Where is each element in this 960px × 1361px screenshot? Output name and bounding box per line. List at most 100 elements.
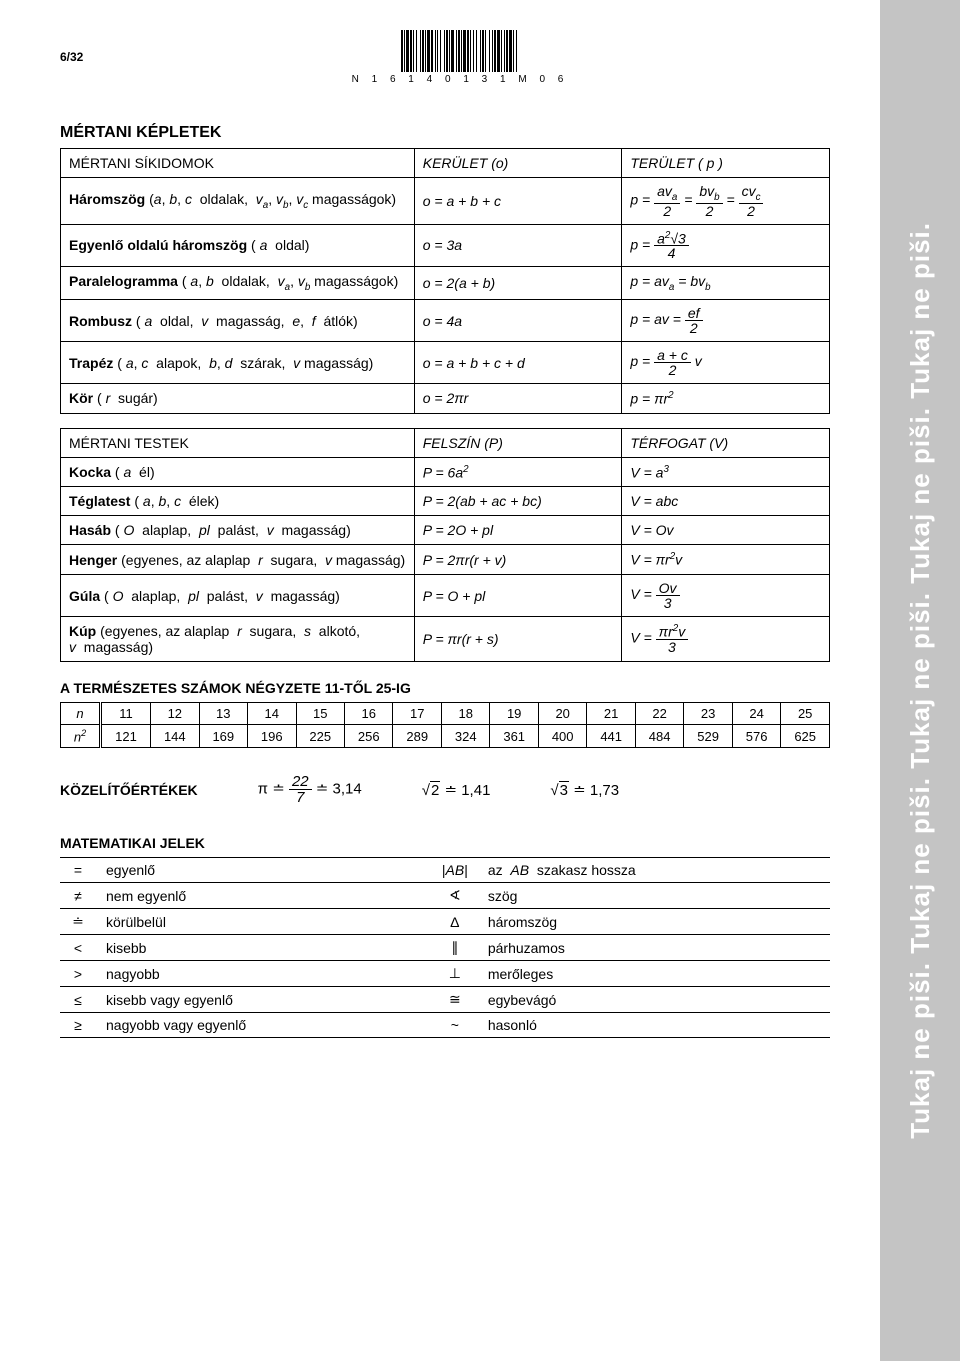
symbol-glyph: ⊥ bbox=[432, 961, 478, 987]
squares-n-cell: 21 bbox=[587, 703, 635, 725]
squares-label-n: n bbox=[61, 703, 101, 725]
symbol-desc: nagyobb vagy egyenlő bbox=[96, 1013, 432, 1038]
squares-n-cell: 12 bbox=[151, 703, 199, 725]
solids-table: MÉRTANI TESTEK FELSZÍN (P) TÉRFOGAT (V)K… bbox=[60, 428, 830, 662]
table-row: < kisebb ∥ párhuzamos bbox=[60, 935, 830, 961]
squares-n-cell: 20 bbox=[538, 703, 586, 725]
squares-n-cell: 11 bbox=[101, 703, 151, 725]
squares-n-cell: 22 bbox=[635, 703, 683, 725]
volume-formula: V = abc bbox=[622, 487, 830, 516]
squares-n2-cell: 625 bbox=[781, 725, 830, 748]
table-row: Paralelogramma ( a, b oldalak, va, vb ma… bbox=[61, 267, 830, 300]
table-row: ≤ kisebb vagy egyenlő ≅ egybevágó bbox=[60, 987, 830, 1013]
approx-title: KÖZELÍTŐÉRTÉKEK bbox=[60, 782, 198, 798]
t1-header-perim: KERÜLET (o) bbox=[414, 149, 622, 178]
solid-name: Kocka ( a él) bbox=[61, 457, 415, 487]
squares-n2-cell: 576 bbox=[732, 725, 780, 748]
squares-n2-cell: 144 bbox=[151, 725, 199, 748]
surface-formula: P = 2(ab + ac + bc) bbox=[414, 487, 622, 516]
solid-name: Téglatest ( a, b, c élek) bbox=[61, 487, 415, 516]
perimeter-formula: o = 2(a + b) bbox=[414, 267, 622, 300]
squares-n2-cell: 324 bbox=[441, 725, 489, 748]
table-row: ≐ körülbelül Δ háromszög bbox=[60, 909, 830, 935]
squares-title: A TERMÉSZETES SZÁMOK NÉGYZETE 11-TŐL 25-… bbox=[60, 680, 830, 696]
symbol-glyph: < bbox=[60, 935, 96, 961]
symbol-desc: kisebb vagy egyenlő bbox=[96, 987, 432, 1013]
table-row: Kocka ( a él) P = 6a2 V = a3 bbox=[61, 457, 830, 487]
table-row: ≠ nem egyenlő ∢ szög bbox=[60, 883, 830, 909]
table-row: Hasáb ( O alaplap, pl palást, v magasság… bbox=[61, 516, 830, 545]
perimeter-formula: o = 4a bbox=[414, 300, 622, 342]
area-formula: p = a2√34 bbox=[622, 224, 830, 267]
symbol-desc: egyenlő bbox=[96, 858, 432, 883]
solid-name: Hasáb ( O alaplap, pl palást, v magasság… bbox=[61, 516, 415, 545]
approx-sqrt3: 3 ≐ 1,73 bbox=[550, 781, 619, 799]
symbols-table: = egyenlő |AB| az AB szakasz hossza≠ nem… bbox=[60, 857, 830, 1038]
barcode-text: N 1 6 1 4 0 1 3 1 M 0 6 bbox=[320, 74, 600, 85]
squares-n2-cell: 196 bbox=[248, 725, 296, 748]
symbol-desc: merőleges bbox=[478, 961, 830, 987]
area-formula: p = πr2 bbox=[622, 384, 830, 414]
symbol-desc: párhuzamos bbox=[478, 935, 830, 961]
shape-name: Háromszög (a, b, c oldalak, va, vb, vc m… bbox=[61, 178, 415, 225]
solid-name: Henger (egyenes, az alaplap r sugara, v … bbox=[61, 545, 415, 575]
volume-formula: V = a3 bbox=[622, 457, 830, 487]
perimeter-formula: o = 3a bbox=[414, 224, 622, 267]
symbol-glyph: |AB| bbox=[432, 858, 478, 883]
approx-sqrt2: 2 ≐ 1,41 bbox=[422, 781, 491, 799]
squares-label-n2: n2 bbox=[61, 725, 101, 748]
solid-name: Gúla ( O alaplap, pl palást, v magasság) bbox=[61, 575, 415, 617]
symbol-glyph: ≐ bbox=[60, 909, 96, 935]
symbol-glyph: ≅ bbox=[432, 987, 478, 1013]
volume-formula: V = Ov bbox=[622, 516, 830, 545]
squares-n-cell: 16 bbox=[345, 703, 393, 725]
squares-n2-cell: 256 bbox=[345, 725, 393, 748]
symbol-desc: szög bbox=[478, 883, 830, 909]
area-formula: p = ava = bvb bbox=[622, 267, 830, 300]
squares-n2-cell: 121 bbox=[101, 725, 151, 748]
shape-name: Kör ( r sugár) bbox=[61, 384, 415, 414]
symbol-glyph: Δ bbox=[432, 909, 478, 935]
squares-n-cell: 19 bbox=[490, 703, 538, 725]
volume-formula: V = πr2v bbox=[622, 545, 830, 575]
table-row: = egyenlő |AB| az AB szakasz hossza bbox=[60, 858, 830, 883]
symbol-glyph: ≠ bbox=[60, 883, 96, 909]
plane-figures-table: MÉRTANI SÍKIDOMOK KERÜLET (o) TERÜLET ( … bbox=[60, 148, 830, 414]
volume-formula: V = πr2v3 bbox=[622, 617, 830, 662]
area-formula: p = ava2 = bvb2 = cvc2 bbox=[622, 178, 830, 225]
barcode: N 1 6 1 4 0 1 3 1 M 0 6 bbox=[320, 30, 600, 85]
table-row: Trapéz ( a, c alapok, b, d szárak, v mag… bbox=[61, 342, 830, 384]
symbol-glyph: = bbox=[60, 858, 96, 883]
table-row: Téglatest ( a, b, c élek) P = 2(ab + ac … bbox=[61, 487, 830, 516]
symbol-glyph: > bbox=[60, 961, 96, 987]
area-formula: p = av = ef2 bbox=[622, 300, 830, 342]
perimeter-formula: o = a + b + c bbox=[414, 178, 622, 225]
t1-header-area: TERÜLET ( p ) bbox=[622, 149, 830, 178]
table-row: Rombusz ( a oldal, v magasság, e, f átló… bbox=[61, 300, 830, 342]
t1-header-name: MÉRTANI SÍKIDOMOK bbox=[61, 149, 415, 178]
squares-n-cell: 13 bbox=[199, 703, 247, 725]
squares-n-cell: 17 bbox=[393, 703, 441, 725]
symbol-desc: az AB szakasz hossza bbox=[478, 858, 830, 883]
squares-table: n111213141516171819202122232425n21211441… bbox=[60, 702, 830, 748]
squares-n-cell: 18 bbox=[441, 703, 489, 725]
squares-n-cell: 15 bbox=[296, 703, 344, 725]
shape-name: Paralelogramma ( a, b oldalak, va, vb ma… bbox=[61, 267, 415, 300]
squares-n2-cell: 169 bbox=[199, 725, 247, 748]
surface-formula: P = 2πr(r + v) bbox=[414, 545, 622, 575]
surface-formula: P = O + pl bbox=[414, 575, 622, 617]
symbols-title: MATEMATIKAI JELEK bbox=[60, 835, 830, 851]
squares-n-cell: 14 bbox=[248, 703, 296, 725]
shape-name: Rombusz ( a oldal, v magasság, e, f átló… bbox=[61, 300, 415, 342]
table-row: Egyenlő oldalú háromszög ( a oldal) o = … bbox=[61, 224, 830, 267]
table-row: Gúla ( O alaplap, pl palást, v magasság)… bbox=[61, 575, 830, 617]
do-not-write-sidebar: Tukaj ne piši. Tukaj ne piši. Tukaj ne p… bbox=[880, 0, 960, 1361]
symbol-desc: körülbelül bbox=[96, 909, 432, 935]
perimeter-formula: o = 2πr bbox=[414, 384, 622, 414]
sidebar-text: Tukaj ne piši. Tukaj ne piši. Tukaj ne p… bbox=[905, 222, 936, 1139]
volume-formula: V = Ov3 bbox=[622, 575, 830, 617]
approx-pi: π ≐ 227 ≐ 3,14 bbox=[258, 774, 362, 805]
approximations-row: KÖZELÍTŐÉRTÉKEK π ≐ 227 ≐ 3,14 2 ≐ 1,41 … bbox=[60, 774, 830, 805]
symbol-desc: kisebb bbox=[96, 935, 432, 961]
t2-header-volume: TÉRFOGAT (V) bbox=[622, 428, 830, 457]
